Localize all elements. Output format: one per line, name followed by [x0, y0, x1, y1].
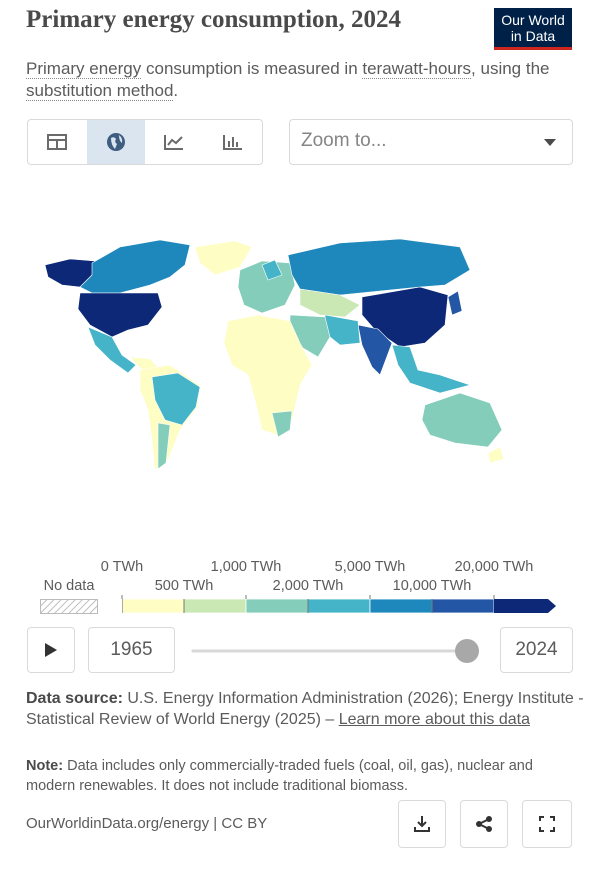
country [194, 240, 253, 276]
legend: No data 0 TWh 500 TWh 1,000 TWh 2,000 TWh 5,… [0, 555, 600, 620]
legend-swatch [369, 598, 433, 614]
legend-label: 10,000 TWh [392, 578, 472, 594]
subtitle-link[interactable]: Primary energy [26, 59, 142, 79]
note: Note: Data includes only commercially-tr… [26, 756, 586, 796]
country [157, 422, 171, 470]
legend-label: 2,000 TWh [272, 578, 344, 594]
title: Primary energy consumption, 2024 [26, 6, 401, 33]
legend-label: 1,000 TWh [210, 559, 282, 575]
data-source: Data source: U.S. Energy Information Adm… [26, 688, 586, 730]
subtitle-text: consumption is measured in [141, 59, 363, 78]
legend-label: 20,000 TWh [454, 559, 534, 575]
fullscreen-button[interactable] [522, 800, 572, 848]
subtitle-text: . [173, 81, 179, 100]
country [391, 344, 472, 394]
world-map [44, 238, 505, 471]
legend-bar [121, 595, 556, 614]
note-text: Data includes only commercially-traded f… [26, 758, 533, 794]
country [421, 392, 503, 448]
legend-label: 5,000 TWh [334, 559, 406, 575]
country [487, 446, 505, 464]
legend-label: 500 TWh [154, 578, 214, 594]
country [79, 239, 191, 294]
legend-outline [122, 599, 123, 613]
country [77, 292, 163, 338]
country [447, 290, 463, 316]
country [287, 238, 471, 296]
table-tab[interactable] [28, 120, 87, 164]
learn-more-link[interactable]: Learn more about this data [338, 711, 530, 728]
legend-swatch [307, 598, 371, 614]
zoom-placeholder: Zoom to... [301, 130, 387, 151]
source-text: U.S. Energy Information Administration (… [26, 690, 584, 728]
tab-bar [27, 119, 263, 165]
subtitle-text: , using the [471, 59, 550, 78]
subtitle-link[interactable]: terawatt-hours [362, 59, 472, 79]
country [261, 259, 283, 281]
download-button[interactable] [398, 800, 446, 848]
no-data-label: No data [43, 578, 95, 594]
subtitle: Primary energy consumption is measured i… [26, 58, 576, 102]
footer: OurWorldinData.org/energy | CC BY [26, 815, 268, 832]
country [361, 286, 449, 348]
bar-tab[interactable] [204, 120, 263, 164]
legend-swatch [183, 598, 247, 614]
legend-swatch [494, 599, 556, 613]
no-data-swatch [40, 599, 98, 614]
country [357, 324, 393, 376]
note-label: Note: [26, 758, 64, 774]
logo-line: Our World [501, 12, 565, 28]
share-button[interactable] [460, 800, 508, 848]
play-button[interactable] [27, 627, 75, 673]
country [324, 314, 361, 346]
logo-line: in Data [510, 28, 556, 44]
logo[interactable]: Our World in Data [494, 8, 572, 50]
subtitle-link[interactable]: substitution method [26, 81, 174, 101]
map-tab[interactable] [86, 120, 145, 164]
legend-swatch [245, 598, 309, 614]
legend-label: 0 TWh [100, 559, 144, 575]
country [299, 288, 361, 318]
line-tab[interactable] [145, 120, 204, 164]
slider[interactable] [185, 636, 490, 666]
zoom-select[interactable]: Zoom to... [289, 119, 573, 165]
legend-swatch [121, 598, 185, 614]
source-label: Data source: [26, 690, 123, 707]
end-year[interactable]: 2024 [500, 627, 573, 673]
country [151, 372, 201, 426]
legend-swatch [431, 598, 495, 614]
start-year[interactable]: 1965 [88, 627, 175, 673]
dropdown-arrow [544, 139, 556, 146]
country [87, 326, 137, 374]
country [271, 410, 293, 438]
